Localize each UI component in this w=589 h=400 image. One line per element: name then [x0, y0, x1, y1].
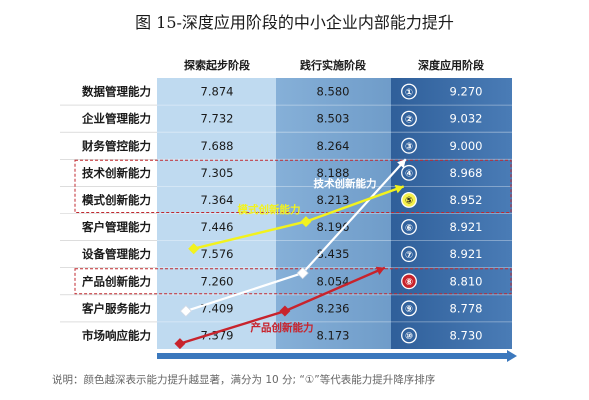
column-header: 践行实施阶段 — [300, 58, 366, 72]
chart-title: 图 15-深度应用阶段的中小企业内部能力提升 — [135, 13, 454, 32]
row-label: 技术创新能力 — [82, 166, 151, 180]
cell-value: 8.173 — [317, 328, 350, 342]
cell-value: 7.305 — [201, 166, 234, 180]
row-label: 客户服务能力 — [81, 301, 151, 315]
cell-value: 8.580 — [317, 85, 350, 99]
column-header: 深度应用阶段 — [418, 58, 484, 72]
series-label: 技术创新能力 — [314, 177, 377, 190]
rank-badge — [401, 191, 417, 208]
cell-value: 7.576 — [201, 247, 234, 261]
rank-number: ⑩ — [405, 331, 413, 342]
series-point — [188, 243, 200, 255]
rank-badge — [401, 246, 417, 263]
cell-value: 7.874 — [201, 85, 234, 99]
column-header: 探索起步阶段 — [184, 58, 250, 72]
rank-number: ⑧ — [405, 277, 413, 288]
rank-badge — [401, 164, 417, 181]
cell-value: 8.921 — [450, 220, 483, 234]
series-label: 模式创新能力 — [238, 203, 301, 216]
series-arrowhead — [397, 159, 406, 169]
rank-number: ⑤ — [405, 196, 413, 207]
cell-value: 7.409 — [201, 301, 234, 315]
row-label: 数据管理能力 — [82, 85, 151, 99]
cell-value: 9.270 — [450, 85, 483, 99]
column-band — [391, 78, 512, 349]
cell-value: 9.000 — [450, 139, 483, 153]
highlight-box — [74, 159, 512, 214]
row-label: 客户管理能力 — [81, 220, 151, 234]
rank-badge — [401, 300, 417, 317]
series-label: 产品创新能力 — [251, 321, 314, 334]
row-label: 企业管理能力 — [81, 112, 151, 126]
rank-badge — [401, 219, 417, 236]
cell-value: 8.188 — [317, 166, 350, 180]
stage-arrow-head — [507, 350, 517, 362]
cell-value: 8.264 — [317, 139, 350, 153]
series-point — [300, 216, 312, 228]
cell-value: 7.732 — [201, 112, 234, 126]
row-label: 市场响应能力 — [82, 328, 151, 342]
cell-value: 8.213 — [317, 193, 350, 207]
cell-value: 8.810 — [450, 274, 483, 288]
rank-number: ③ — [405, 141, 413, 152]
rank-badge — [401, 327, 417, 344]
cell-value: 7.379 — [201, 328, 234, 342]
cell-value: 8.435 — [317, 247, 350, 261]
column-band — [157, 78, 276, 349]
cell-value: 8.503 — [317, 112, 350, 126]
footnote: 说明：颜色越深表示能力提升越显著，满分为 10 分; “①”等代表能力提升降序排… — [52, 374, 436, 386]
cell-value: 7.446 — [201, 220, 234, 234]
rank-number: ⑥ — [405, 223, 413, 234]
column-band — [276, 78, 391, 349]
series-point — [174, 338, 186, 350]
rank-badge — [401, 137, 417, 154]
cell-value: 8.054 — [317, 274, 350, 288]
highlight-box — [74, 268, 512, 295]
series-point — [279, 305, 291, 317]
cell-value: 7.364 — [201, 193, 234, 207]
rank-badge — [401, 273, 417, 290]
rank-number: ⑦ — [405, 250, 413, 261]
rank-badge — [401, 110, 417, 127]
series-arrowhead — [375, 266, 385, 275]
cell-value: 7.688 — [201, 139, 234, 153]
series-point — [296, 267, 309, 280]
cell-value: 8.778 — [450, 301, 483, 315]
cell-value: 8.968 — [450, 166, 483, 180]
rank-number: ④ — [405, 169, 413, 180]
rank-badge — [401, 83, 417, 100]
rank-number: ⑨ — [405, 304, 413, 315]
rank-number: ① — [405, 87, 413, 98]
cell-value: 8.730 — [450, 328, 483, 342]
cell-value: 8.952 — [450, 193, 483, 207]
row-label: 产品创新能力 — [82, 274, 151, 288]
rank-number: ② — [405, 114, 413, 125]
cell-value: 7.260 — [201, 274, 234, 288]
cell-value: 9.032 — [450, 112, 483, 126]
cell-value: 8.921 — [450, 247, 483, 261]
cell-value: 8.236 — [317, 301, 350, 315]
stage-arrow-shaft — [157, 353, 507, 359]
row-label: 财务管控能力 — [81, 139, 151, 153]
row-label: 模式创新能力 — [82, 193, 151, 207]
series-arrowhead — [394, 184, 404, 194]
row-label: 设备管理能力 — [82, 247, 151, 261]
series-point — [179, 304, 192, 318]
